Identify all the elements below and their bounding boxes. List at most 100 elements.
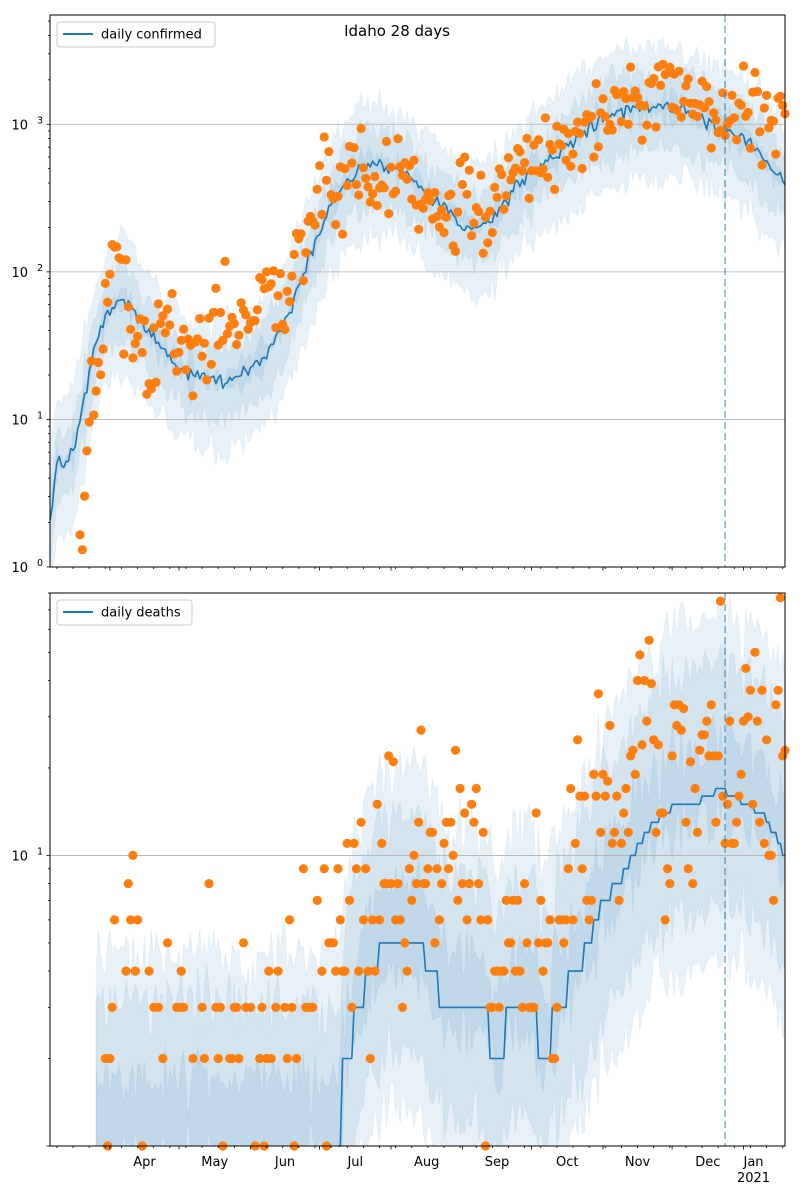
observed-point	[407, 895, 417, 906]
observed-point	[361, 864, 371, 874]
observed-point	[616, 838, 627, 849]
observed-point	[642, 120, 652, 130]
observed-point	[596, 827, 606, 838]
observed-point	[128, 850, 138, 861]
observed-point	[430, 938, 440, 948]
observed-point	[550, 184, 560, 194]
observed-point	[179, 324, 189, 334]
observed-point	[222, 329, 232, 339]
observed-point	[342, 838, 352, 849]
deaths-plot-frame	[49, 592, 786, 1147]
observed-point	[393, 134, 403, 144]
observed-point	[250, 316, 260, 326]
observed-point	[84, 417, 94, 427]
observed-point	[632, 93, 643, 103]
observed-point	[271, 323, 281, 333]
observed-point	[347, 1002, 357, 1013]
observed-point	[552, 121, 562, 131]
observed-point	[402, 174, 412, 184]
observed-point	[335, 915, 345, 925]
observed-point	[340, 164, 350, 174]
x-tick-label: Oct	[556, 1155, 578, 1170]
observed-point	[531, 808, 541, 818]
observed-point	[105, 269, 115, 279]
observed-point	[487, 227, 497, 238]
observed-point	[469, 218, 479, 228]
observed-point	[736, 769, 746, 780]
observed-point	[354, 966, 364, 976]
observed-point	[501, 895, 511, 906]
observed-point	[591, 791, 601, 801]
observed-point	[275, 269, 285, 279]
confirmed-y-axis: 10 0 10 1 10 2 10 3	[11, 20, 50, 576]
observed-point	[506, 175, 516, 185]
observed-point	[563, 864, 574, 874]
observed-point	[287, 1002, 297, 1013]
observed-point	[149, 323, 159, 333]
y-tick-label: 10	[11, 118, 28, 133]
observed-point	[98, 344, 108, 354]
observed-point	[713, 751, 723, 761]
observed-point	[365, 1053, 375, 1064]
observed-point	[439, 838, 449, 849]
observed-point	[591, 79, 601, 89]
observed-point	[439, 228, 449, 238]
observed-point	[732, 135, 742, 145]
observed-point	[282, 286, 292, 296]
observed-point	[499, 204, 509, 214]
observed-point	[374, 915, 385, 925]
observed-point	[280, 1002, 290, 1013]
observed-point	[331, 966, 341, 976]
observed-point	[437, 879, 447, 889]
observed-point	[755, 127, 765, 137]
observed-point	[621, 783, 631, 794]
observed-point	[199, 338, 209, 348]
observed-point	[93, 357, 103, 368]
observed-point	[676, 725, 686, 735]
observed-point	[494, 1002, 504, 1013]
observed-point	[616, 116, 627, 127]
observed-point	[351, 179, 361, 190]
observed-point	[266, 1053, 276, 1064]
observed-point	[704, 97, 714, 107]
observed-point	[745, 143, 756, 153]
observed-point	[533, 135, 544, 145]
deaths-observations	[100, 593, 790, 1151]
observed-point	[347, 158, 357, 168]
observed-point	[315, 161, 325, 171]
observed-point	[215, 307, 226, 318]
observed-point	[356, 123, 366, 134]
observed-point	[711, 817, 721, 827]
observed-point	[298, 276, 308, 286]
observed-point	[317, 209, 327, 220]
observed-point	[158, 1053, 168, 1064]
observed-point	[757, 160, 767, 170]
x-tick-label: Sep	[485, 1155, 510, 1170]
observed-point	[342, 180, 352, 191]
observed-point	[646, 679, 657, 689]
observed-point	[421, 879, 431, 889]
observed-point	[679, 96, 689, 106]
observed-point	[568, 149, 578, 159]
observed-point	[681, 817, 691, 827]
observed-point	[460, 152, 470, 162]
observed-point	[656, 80, 666, 90]
observed-point	[517, 166, 527, 176]
observed-point	[637, 135, 647, 145]
observed-point	[365, 197, 375, 207]
y-tick-label-exponent: 1	[37, 846, 43, 857]
observed-point	[446, 189, 456, 199]
observed-point	[287, 271, 297, 281]
observed-point	[658, 59, 668, 69]
observed-point	[264, 966, 274, 976]
observed-point	[209, 307, 219, 317]
observed-point	[462, 915, 472, 925]
observed-point	[729, 838, 739, 849]
observed-point	[471, 783, 481, 794]
observed-point	[665, 879, 675, 889]
observed-point	[229, 318, 239, 329]
observed-point	[202, 375, 212, 385]
observed-point	[706, 143, 716, 153]
observed-point	[623, 119, 633, 129]
observed-point	[363, 182, 373, 192]
